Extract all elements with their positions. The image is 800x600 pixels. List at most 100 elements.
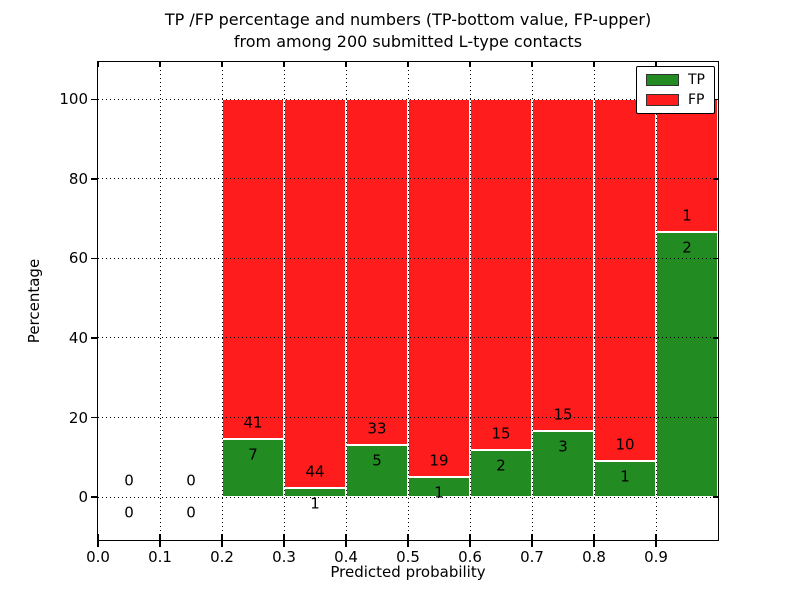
x-gridline [469, 62, 471, 540]
x-gridline [159, 62, 161, 540]
fp-count-label: 19 [429, 451, 449, 470]
bar-segment-fp [594, 99, 656, 461]
x-tick-mark-top [97, 62, 99, 67]
grid-layer [98, 62, 718, 540]
x-gridline [531, 62, 533, 540]
x-tick-mark [407, 534, 409, 547]
chart-title-line1: TP /FP percentage and numbers (TP-bottom… [164, 10, 652, 29]
bar-segment-tp [470, 450, 532, 498]
x-tick-label: 0.4 [334, 548, 358, 566]
legend-entry-tp: TP [646, 73, 705, 87]
legend-label-fp: FP [688, 92, 705, 108]
fp-count-label: 1 [682, 206, 692, 225]
x-tick-mark-top [655, 62, 657, 67]
tp-count-label: 3 [558, 437, 568, 456]
x-tick-mark-top [345, 62, 347, 67]
tp-count-label: 1 [620, 467, 630, 486]
fp-count-label: 41 [243, 413, 263, 432]
bar-segment-tp [656, 231, 718, 498]
y-tick-mark [90, 416, 98, 419]
x-tick-mark [655, 534, 657, 547]
legend-swatch-fp [646, 94, 679, 106]
x-tick-label: 0.8 [582, 548, 606, 566]
x-gridline [283, 62, 285, 540]
y-tick-label: 0 [78, 488, 88, 507]
fp-count-label: 0 [124, 471, 134, 490]
y-tick-mark [90, 98, 98, 101]
y-tick-mark-right [713, 337, 718, 339]
y-tick-mark-right [713, 98, 718, 101]
y-tick-mark-right [713, 257, 718, 260]
tp-count-label: 0 [124, 503, 134, 522]
ticks-layer: 0.0 0.1 0.2 0.3 0.4 0.5 0.6 0.7 0.8 0.9 0 20 40 60 80 1… [59, 62, 718, 566]
legend-label-tp: TP [688, 72, 705, 88]
bar-segment-tp [222, 439, 284, 498]
tp-count-label: 1 [310, 494, 320, 513]
tp-count-label: 2 [496, 456, 506, 475]
tp-count-label: 0 [186, 503, 196, 522]
bar-segment-tp [346, 444, 408, 498]
x-tick-label: 0.3 [272, 548, 296, 566]
x-tick-label: 0.6 [458, 548, 482, 566]
bar-segment-fp [408, 99, 470, 478]
x-tick-mark-top [593, 62, 595, 67]
x-gridline [221, 62, 223, 540]
x-tick-mark-top [221, 62, 223, 67]
x-gridline [593, 62, 595, 540]
x-tick-mark [345, 534, 347, 547]
y-tick-mark [90, 496, 98, 498]
x-tick-label: 0.5 [396, 548, 420, 566]
y-tick-label: 80 [68, 169, 88, 188]
x-tick-mark [221, 534, 223, 547]
y-tick-label: 100 [59, 90, 88, 109]
fp-count-label: 44 [305, 462, 325, 481]
tp-count-label: 7 [248, 445, 258, 464]
x-tick-mark-top [407, 62, 409, 67]
x-tick-mark-top [159, 62, 161, 67]
legend-entry-fp: FP [646, 93, 705, 107]
x-tick-mark [531, 534, 533, 547]
x-tick-label: 0.7 [520, 548, 544, 566]
fp-count-label: 10 [615, 435, 635, 454]
fp-count-label: 33 [367, 419, 387, 438]
x-tick-mark-top [531, 62, 533, 67]
x-gridline [345, 62, 347, 540]
x-gridline [655, 62, 657, 540]
y-tick-mark-right [713, 496, 718, 498]
y-tick-label: 40 [68, 328, 88, 347]
fp-count-label: 15 [491, 424, 511, 443]
y-tick-mark [90, 178, 98, 180]
bars-layer [98, 62, 718, 540]
y-tick-label: 60 [68, 249, 88, 268]
x-tick-mark-top [469, 62, 471, 67]
bar-segment-fp [346, 99, 408, 445]
legend-swatch-tp [646, 74, 679, 86]
x-axis-label: Predicted probability [330, 563, 486, 581]
fp-count-label: 0 [186, 471, 196, 490]
x-tick-mark [283, 534, 285, 547]
chart-title: TP /FP percentage and numbers (TP-bottom… [98, 9, 718, 53]
y-tick-mark-right [713, 178, 718, 180]
tp-count-label: 2 [682, 238, 692, 257]
bar-segment-fp [470, 99, 532, 451]
tp-count-label: 5 [372, 451, 382, 470]
x-tick-mark [469, 534, 471, 547]
tp-count-label: 1 [434, 483, 444, 502]
legend: TP FP [636, 66, 715, 114]
x-tick-mark-top [283, 62, 285, 67]
bar-segment-fp [532, 99, 594, 431]
x-tick-mark [159, 534, 161, 547]
y-tick-label: 20 [68, 408, 88, 427]
annotations-layer: 0 0 0 0 41 7 44 1 33 5 19 1 15 2 15 3 10 1 1 2 [98, 62, 718, 540]
x-tick-label: 0.0 [86, 548, 110, 566]
chart-title-line2: from among 200 submitted L-type contacts [233, 32, 583, 51]
bar-segment-fp [656, 99, 718, 232]
fp-count-label: 15 [553, 405, 573, 424]
x-tick-label: 0.9 [644, 548, 668, 566]
y-tick-mark-right [713, 416, 718, 419]
bar-segment-tp [532, 430, 594, 498]
plot-area: 0 0 0 0 41 7 44 1 33 5 19 1 15 2 15 3 10 1 1 2 0.0 0.1 0.2 0.3… [59, 60, 719, 566]
x-gridline [407, 62, 409, 540]
x-tick-label: 0.2 [210, 548, 234, 566]
